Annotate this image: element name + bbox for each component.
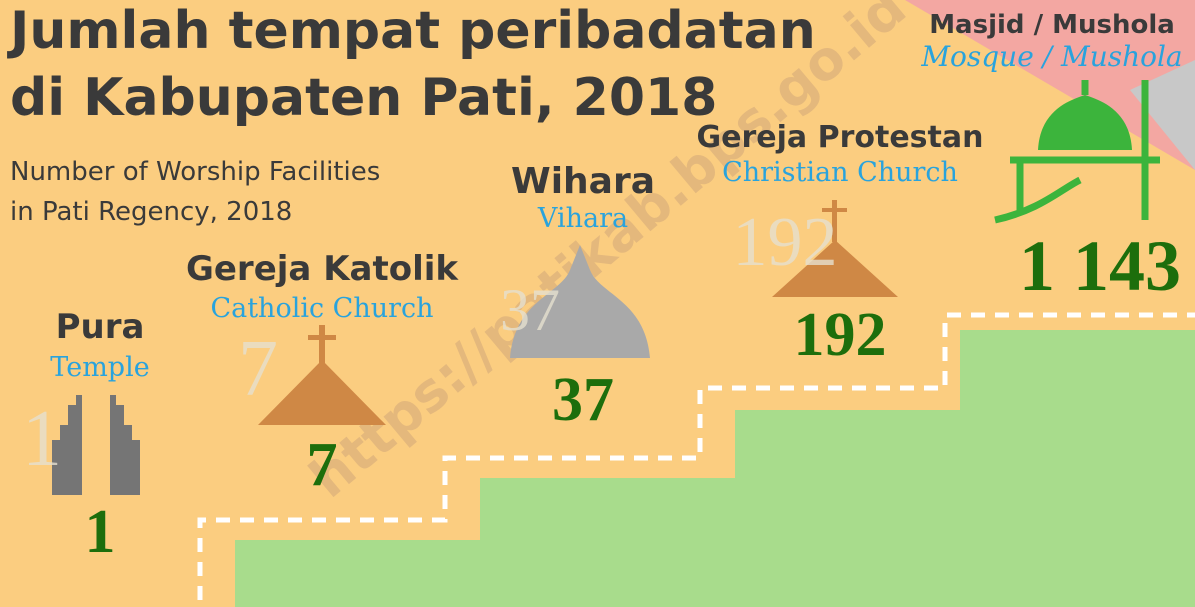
title: Jumlah tempat peribadatan [7, 1, 816, 61]
item-value: 1 143 [1019, 226, 1181, 306]
item-label: Pura [56, 307, 145, 347]
vihara-icon [510, 245, 650, 358]
mosque-icon [994, 80, 1160, 224]
ghost-value: 37 [500, 277, 560, 343]
item-label: Gereja Katolik [186, 249, 459, 289]
item-translation: Christian Church [722, 157, 958, 188]
staircase [235, 330, 1195, 607]
catholic-icon [258, 325, 386, 425]
item-label: Masjid / Mushola [929, 10, 1175, 40]
title: di Kabupaten Pati, 2018 [10, 68, 717, 128]
ghost-value: 192 [733, 204, 838, 281]
temple-icon [52, 395, 140, 495]
ghost-value: 7 [238, 325, 278, 413]
item-translation: Vihara [537, 203, 628, 234]
item-value: 7 [307, 431, 338, 499]
item-value: 192 [794, 301, 887, 369]
item-value: 1 [85, 498, 116, 566]
item-translation: Mosque / Mushola [920, 40, 1182, 73]
subtitle: Number of Worship Facilities [10, 157, 380, 187]
item-value: 37 [552, 366, 614, 434]
item-label: Wihara [511, 161, 655, 202]
item-translation: Catholic Church [210, 293, 433, 324]
item-label: Gereja Protestan [697, 120, 984, 155]
item-translation: Temple [50, 352, 149, 383]
subtitle: in Pati Regency, 2018 [10, 197, 292, 227]
ghost-value: 1 [22, 395, 62, 483]
protestant-icon [772, 200, 898, 297]
